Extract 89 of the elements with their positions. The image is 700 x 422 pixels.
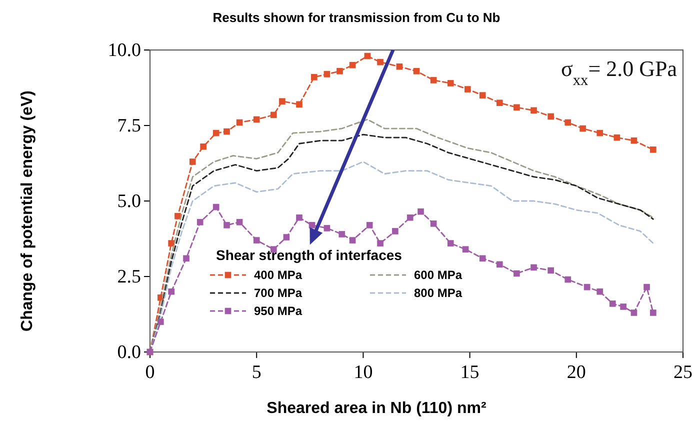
x-tick-label: 25 bbox=[674, 362, 692, 384]
point bbox=[253, 116, 260, 123]
point bbox=[366, 222, 373, 228]
legend-label: 400 MPa bbox=[254, 268, 302, 282]
point bbox=[548, 113, 554, 120]
point bbox=[406, 214, 414, 221]
point bbox=[614, 134, 620, 141]
point bbox=[324, 71, 330, 78]
point bbox=[270, 112, 277, 118]
point bbox=[564, 119, 572, 126]
point bbox=[224, 222, 230, 228]
x-tick-label: 10 bbox=[354, 362, 373, 384]
point bbox=[630, 137, 638, 144]
x-tick-label: 0 bbox=[145, 362, 155, 384]
point bbox=[650, 146, 656, 153]
y-tick-label: 0.0 bbox=[117, 342, 141, 364]
y-tick-label: 10.0 bbox=[108, 40, 141, 62]
y-tick-label: 2.5 bbox=[117, 266, 141, 288]
point bbox=[479, 255, 486, 262]
point bbox=[236, 119, 243, 126]
point bbox=[168, 288, 174, 295]
point bbox=[430, 220, 437, 227]
point bbox=[479, 92, 486, 98]
point bbox=[580, 125, 586, 132]
point bbox=[212, 130, 220, 136]
chart-title: Results shown for transmission from Cu to Nb bbox=[212, 10, 500, 25]
point bbox=[296, 214, 302, 221]
point bbox=[236, 218, 243, 226]
point bbox=[377, 58, 384, 66]
point bbox=[609, 300, 616, 307]
point bbox=[324, 225, 330, 232]
point bbox=[496, 100, 503, 106]
point bbox=[311, 74, 318, 80]
point bbox=[308, 222, 316, 228]
point bbox=[283, 234, 290, 240]
y-tick-label: 5.0 bbox=[117, 191, 141, 212]
point bbox=[447, 80, 454, 86]
point bbox=[514, 104, 520, 111]
point bbox=[336, 68, 343, 74]
point bbox=[464, 86, 471, 92]
x-tick-label: 20 bbox=[566, 362, 586, 384]
point bbox=[392, 228, 398, 234]
point bbox=[596, 130, 604, 136]
point bbox=[462, 246, 469, 252]
x-axis-title: Sheared area in Nb (110) nm² bbox=[266, 400, 486, 417]
point bbox=[530, 264, 537, 271]
point bbox=[200, 143, 206, 150]
point bbox=[224, 128, 230, 135]
point bbox=[253, 237, 260, 244]
point bbox=[418, 208, 424, 215]
point bbox=[183, 255, 190, 262]
point bbox=[296, 101, 302, 108]
point bbox=[413, 68, 420, 74]
point bbox=[174, 212, 181, 220]
point bbox=[212, 204, 220, 210]
point bbox=[396, 63, 403, 70]
annotation: σ$_{xx}$= 2.0 GPa bbox=[560, 56, 678, 88]
y-axis-title: Change of potential energy (eV) bbox=[19, 90, 36, 332]
y-tick-label: 7.5 bbox=[117, 116, 141, 137]
point bbox=[430, 77, 437, 84]
legend-label: 700 MPa bbox=[254, 286, 302, 300]
point bbox=[548, 267, 554, 274]
point bbox=[196, 218, 204, 226]
legend-title: Shear strength of interfaces bbox=[216, 247, 402, 263]
point bbox=[650, 310, 656, 316]
point bbox=[596, 288, 604, 295]
point bbox=[620, 304, 626, 310]
point bbox=[377, 240, 384, 246]
point bbox=[189, 158, 196, 165]
point bbox=[530, 107, 537, 114]
point bbox=[168, 240, 174, 246]
point bbox=[447, 240, 454, 246]
legend-label: 800 MPa bbox=[414, 286, 462, 300]
point bbox=[158, 318, 164, 325]
legend-label: 600 MPa bbox=[414, 268, 462, 282]
point bbox=[349, 62, 356, 68]
point bbox=[338, 231, 346, 238]
x-tick-label: 15 bbox=[460, 362, 480, 384]
point bbox=[364, 52, 371, 60]
point bbox=[279, 98, 286, 105]
point bbox=[514, 270, 520, 277]
x-tick-label: 5 bbox=[252, 362, 262, 384]
point bbox=[496, 261, 503, 268]
point bbox=[349, 237, 356, 244]
point bbox=[564, 276, 572, 283]
point bbox=[584, 284, 590, 290]
point bbox=[630, 310, 638, 316]
legend-label: 950 MPa bbox=[254, 304, 302, 318]
point bbox=[644, 284, 650, 290]
